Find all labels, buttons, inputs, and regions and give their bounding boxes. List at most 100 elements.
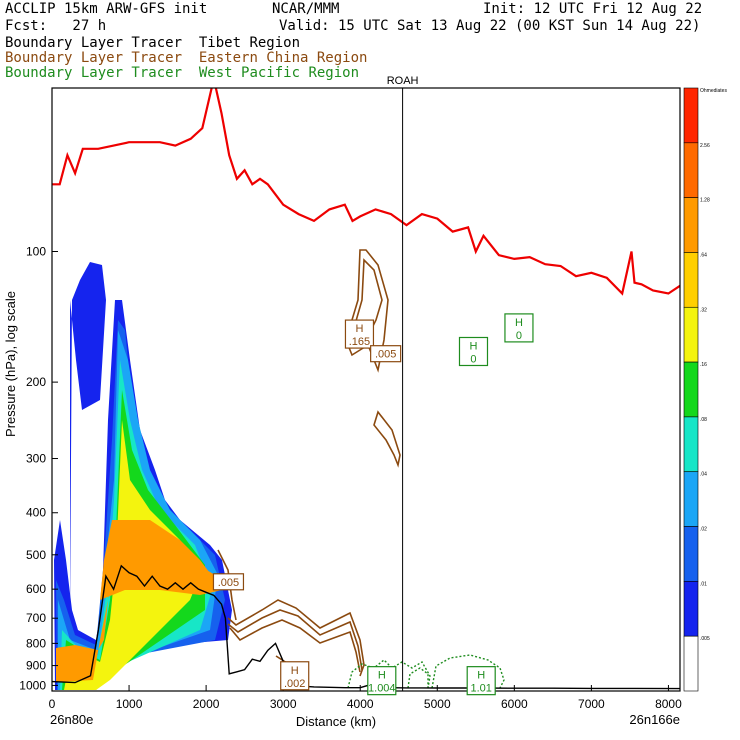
high-label-5: H <box>477 670 485 682</box>
high-box-4 <box>367 666 397 696</box>
colorbar-label-6: .08 <box>700 417 707 423</box>
high-box-5 <box>466 666 496 696</box>
tracer-legend-tibet: Boundary Layer Tracer Tibet Region <box>5 36 300 51</box>
axes: 0 1000 2000 3000 4000 5000 6000 7000 80001002003… <box>19 244 682 711</box>
tracer-contours <box>217 249 505 689</box>
organization-label: NCAR/MMM <box>272 1 340 17</box>
colorbar-label-0: Ohmediates <box>700 88 727 94</box>
y-tick-label-6: 700 <box>26 611 46 625</box>
high-box-2 <box>458 336 489 367</box>
y-axis-label: Pressure (hPa), log scale <box>3 291 18 437</box>
value-box-0 <box>370 345 402 363</box>
y-tick-label-8: 900 <box>26 659 46 673</box>
x-end-location: 26n166e <box>629 712 680 727</box>
value-box-1 <box>212 573 245 591</box>
x-tick-label-3: 3000 <box>270 697 297 711</box>
tracer-tibet-region: Tibet Region <box>198 35 301 51</box>
colorbar-segment-3 <box>683 252 699 308</box>
colorbar-label-2: 1.28 <box>700 198 710 204</box>
tropopause-line <box>52 88 680 296</box>
x-tick-label-6: 6000 <box>501 697 528 711</box>
high-value-1: 0 <box>516 330 522 342</box>
colorbar-label-5: .16 <box>700 362 707 368</box>
colorbar-label-3: .64 <box>700 252 707 258</box>
high-value-2: 0 <box>470 353 476 365</box>
y-tick-label-4: 500 <box>26 548 46 562</box>
pacific-contour-2 <box>407 667 429 689</box>
x-tick-label-0: 0 <box>49 697 56 711</box>
colorbar-segment-8 <box>683 526 699 582</box>
x-axis-label: Distance (km) <box>296 714 376 729</box>
high-label-1: H <box>515 317 523 329</box>
contour-2 <box>229 619 361 673</box>
high-box-1 <box>504 313 534 343</box>
colorbar-segment-1 <box>683 142 699 198</box>
colorbar-segment-5 <box>683 361 699 418</box>
x-tick-label-7: 7000 <box>578 697 605 711</box>
colorbar-segment-4 <box>683 306 699 363</box>
x-tick-label-2: 2000 <box>193 697 220 711</box>
colorbar-segment-10 <box>683 635 699 692</box>
valid-time: Valid: 15 UTC Sat 13 Aug 22 (00 KST Sun … <box>279 18 701 34</box>
x-tick-label-4: 4000 <box>347 697 374 711</box>
y-tick-label-5: 600 <box>26 582 46 596</box>
x-tick-label-5: 5000 <box>424 697 451 711</box>
high-value-3: .002 <box>284 678 305 690</box>
tracer-legend-west-pacific: Boundary Layer Tracer West Pacific Regio… <box>5 66 359 81</box>
y-tick-label-9: 1000 <box>19 678 46 692</box>
colorbar-label-8: .02 <box>700 527 707 533</box>
tracer-legend-eastern-china: Boundary Layer Tracer Eastern China Regi… <box>5 51 367 66</box>
x-start-location: 26n80e <box>50 712 93 727</box>
value-label-0: .005 <box>375 349 396 361</box>
plot-frame <box>51 87 681 692</box>
colorbar-segment-9 <box>683 581 699 637</box>
colorbar-label-10: .005 <box>700 636 710 642</box>
high-box-0 <box>344 319 375 349</box>
high-label-2: H <box>470 340 478 352</box>
high-label-4: H <box>378 670 386 682</box>
y-tick-label-2: 300 <box>26 452 46 466</box>
terrain-line <box>52 564 680 690</box>
roah-marker-label: ROAH <box>387 75 419 87</box>
high-value-4: 1.004 <box>368 683 396 695</box>
colorbar-segment-2 <box>683 197 699 253</box>
colorbar-label-9: .01 <box>700 581 707 587</box>
colorbar-label-1: 2.56 <box>700 143 710 149</box>
x-tick-label-8: 8000 <box>655 697 682 711</box>
high-value-5: 1.01 <box>470 683 491 695</box>
high-label-0: H <box>355 323 363 335</box>
plume-fill-0 <box>70 262 106 620</box>
y-tick-label-7: 800 <box>26 636 46 650</box>
model-title: ACCLIP 15km ARW-GFS init <box>5 1 208 17</box>
colorbar-segment-0 <box>683 87 699 144</box>
tracer-china-region: Eastern China Region <box>198 50 368 66</box>
pacific-contour-1 <box>431 654 505 689</box>
contour-1 <box>227 609 363 671</box>
pacific-contour-0 <box>347 659 431 689</box>
y-tick-label-0: 100 <box>26 244 46 258</box>
tracer-tibet-prefix: Boundary Layer Tracer <box>5 35 183 51</box>
colorbar: Ohmediates 2.56 1.28 .64 .32 .16 .08 .04 .02 .01.… <box>683 87 727 692</box>
y-tick-label-3: 400 <box>26 506 46 520</box>
contour-6 <box>373 410 401 468</box>
tracer-pacific-prefix: Boundary Layer Tracer <box>5 65 183 81</box>
value-label-1: .005 <box>218 577 239 589</box>
tibet-tracer-plume <box>54 262 232 690</box>
colorbar-label-7: .04 <box>700 472 707 478</box>
high-value-0: .165 <box>349 336 370 348</box>
high-box-3 <box>280 661 310 691</box>
tracer-china-prefix: Boundary Layer Tracer <box>5 50 183 66</box>
y-tick-label-1: 200 <box>26 375 46 389</box>
contour-0 <box>227 599 365 677</box>
init-time: Init: 12 UTC Fri 12 Aug 22 <box>483 1 703 17</box>
tracer-pacific-region: West Pacific Region <box>198 65 360 81</box>
colorbar-label-4: .32 <box>700 307 707 313</box>
colorbar-segment-6 <box>683 416 699 473</box>
x-tick-label-1: 1000 <box>116 697 143 711</box>
colorbar-segment-7 <box>683 471 699 527</box>
forecast-hour: Fcst: 27 h <box>5 18 107 34</box>
plume-fill-8 <box>100 520 215 600</box>
profile-lines <box>52 88 680 691</box>
